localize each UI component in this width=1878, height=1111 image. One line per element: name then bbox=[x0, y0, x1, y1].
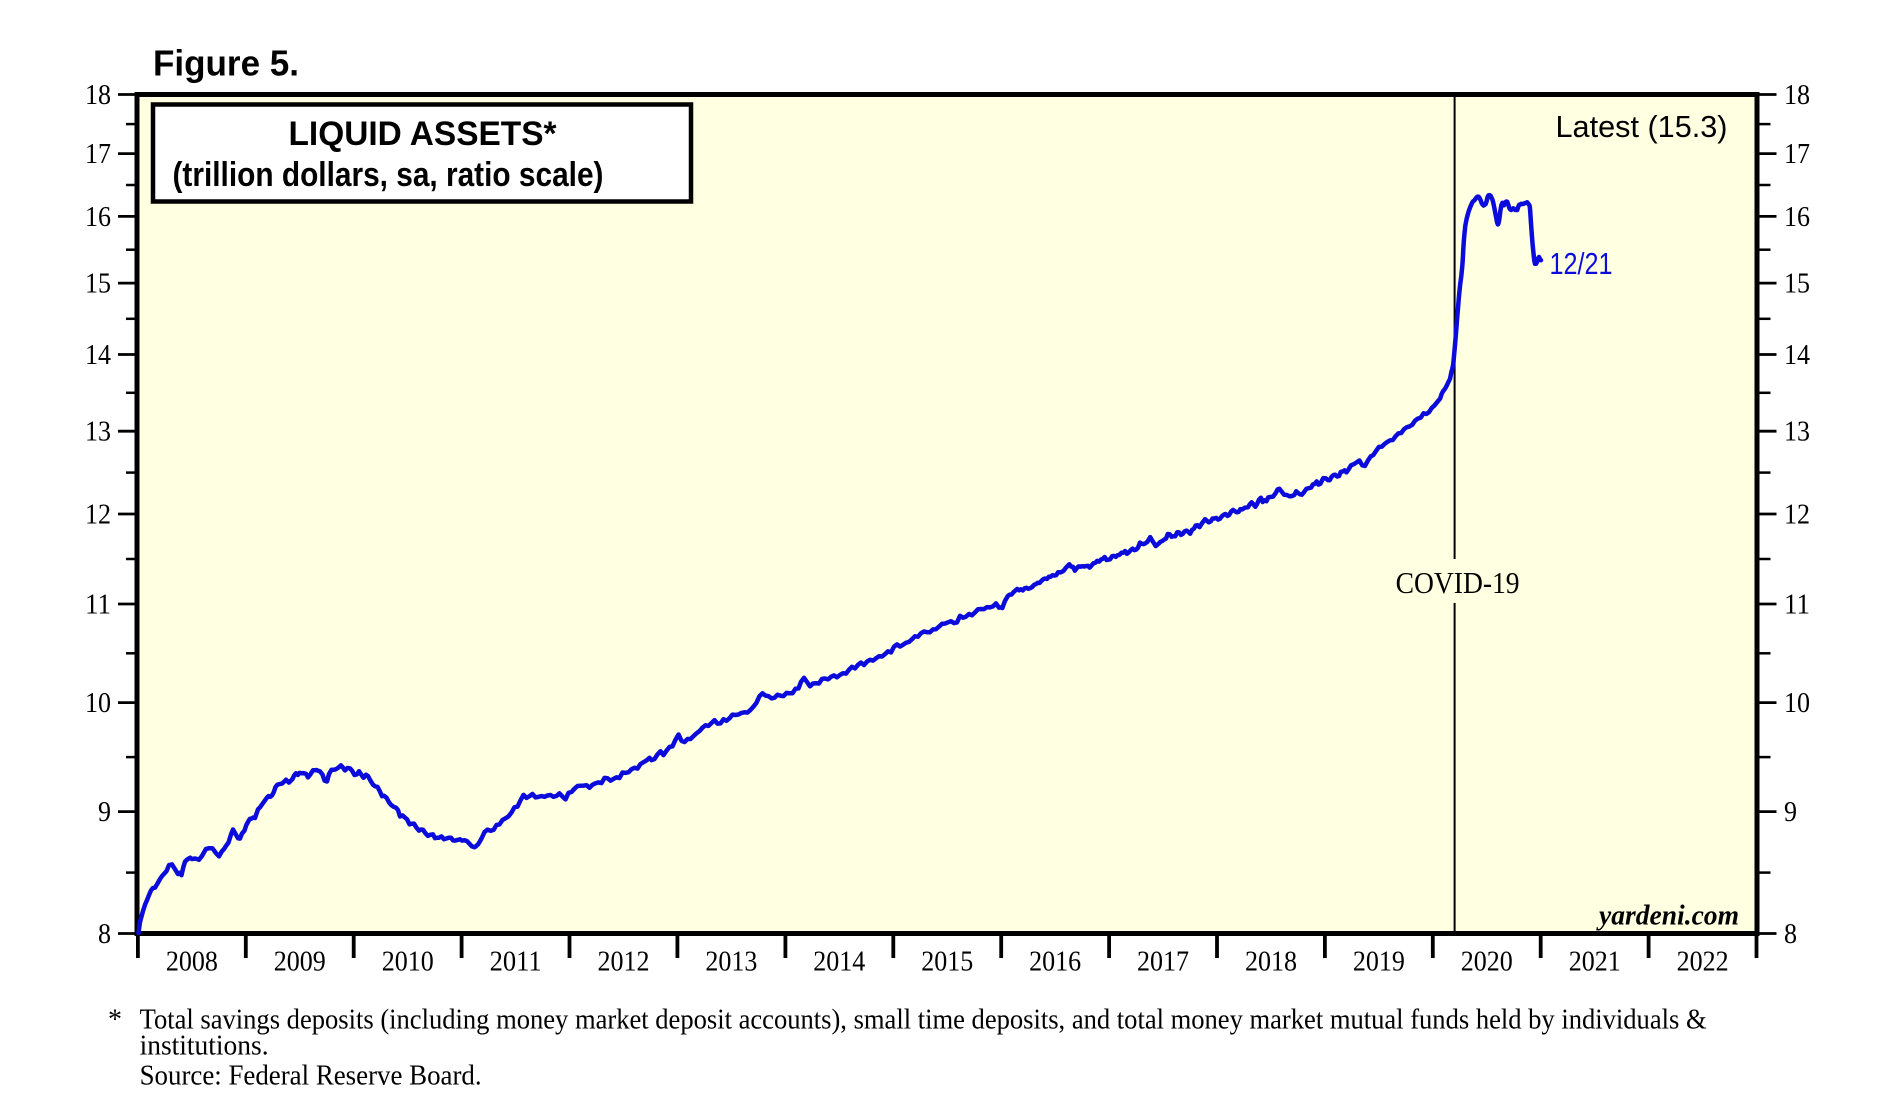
svg-text:2011: 2011 bbox=[490, 947, 542, 978]
svg-text:10: 10 bbox=[85, 688, 111, 719]
svg-text:Latest (15.3): Latest (15.3) bbox=[1556, 109, 1728, 144]
svg-text:COVID-19: COVID-19 bbox=[1396, 565, 1520, 600]
svg-text:11: 11 bbox=[1784, 589, 1810, 620]
svg-text:2018: 2018 bbox=[1245, 947, 1297, 978]
svg-text:LIQUID ASSETS*: LIQUID ASSETS* bbox=[289, 115, 558, 153]
svg-text:2008: 2008 bbox=[166, 947, 218, 978]
svg-text:2013: 2013 bbox=[705, 947, 757, 978]
svg-text:Total savings deposits (includ: Total savings deposits (including money … bbox=[140, 1005, 1707, 1036]
svg-text:15: 15 bbox=[1784, 269, 1810, 300]
svg-text:2014: 2014 bbox=[813, 947, 865, 978]
svg-text:2019: 2019 bbox=[1353, 947, 1405, 978]
svg-text:12: 12 bbox=[1784, 499, 1810, 530]
svg-text:2020: 2020 bbox=[1461, 947, 1513, 978]
svg-text:17: 17 bbox=[1784, 139, 1810, 170]
svg-text:14: 14 bbox=[85, 340, 111, 371]
svg-text:11: 11 bbox=[85, 589, 111, 620]
svg-text:16: 16 bbox=[1784, 202, 1810, 233]
svg-text:9: 9 bbox=[1784, 797, 1797, 828]
svg-text:2012: 2012 bbox=[598, 947, 650, 978]
svg-text:2022: 2022 bbox=[1677, 947, 1729, 978]
svg-text:18: 18 bbox=[1784, 80, 1810, 111]
svg-text:12: 12 bbox=[85, 499, 111, 530]
svg-text:2010: 2010 bbox=[382, 947, 434, 978]
svg-text:15: 15 bbox=[85, 269, 111, 300]
svg-text:2015: 2015 bbox=[921, 947, 973, 978]
svg-text:18: 18 bbox=[85, 80, 111, 111]
svg-text:17: 17 bbox=[85, 139, 111, 170]
svg-text:2016: 2016 bbox=[1029, 947, 1081, 978]
svg-text:2009: 2009 bbox=[274, 947, 326, 978]
svg-text:Figure 5.: Figure 5. bbox=[153, 43, 299, 84]
svg-text:*: * bbox=[108, 1005, 122, 1036]
svg-text:2021: 2021 bbox=[1569, 947, 1621, 978]
svg-text:9: 9 bbox=[98, 797, 111, 828]
svg-text:2017: 2017 bbox=[1137, 947, 1189, 978]
svg-text:(trillion dollars, sa, ratio s: (trillion dollars, sa, ratio scale) bbox=[173, 156, 604, 194]
svg-text:13: 13 bbox=[1784, 417, 1810, 448]
svg-text:yardeni.com: yardeni.com bbox=[1596, 901, 1739, 932]
svg-text:10: 10 bbox=[1784, 688, 1810, 719]
svg-text:12/21: 12/21 bbox=[1550, 246, 1613, 281]
svg-text:institutions.: institutions. bbox=[140, 1031, 269, 1062]
svg-text:8: 8 bbox=[98, 919, 111, 950]
svg-text:16: 16 bbox=[85, 202, 111, 233]
svg-text:14: 14 bbox=[1784, 340, 1810, 371]
svg-text:Source: Federal Reserve Board.: Source: Federal Reserve Board. bbox=[140, 1061, 482, 1092]
svg-text:13: 13 bbox=[85, 417, 111, 448]
svg-text:8: 8 bbox=[1784, 919, 1797, 950]
